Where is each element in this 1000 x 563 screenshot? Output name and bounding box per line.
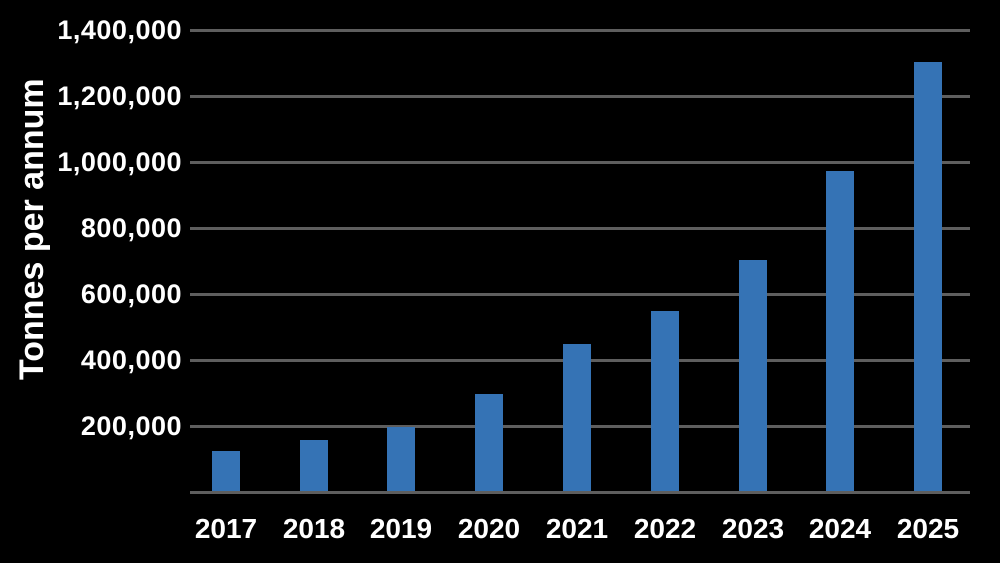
x-tick-label: 2017 — [194, 513, 258, 544]
x-tick-label: 2018 — [282, 513, 346, 544]
y-tick-label: 800,000 — [80, 213, 182, 243]
x-tick-label: 2023 — [721, 513, 785, 544]
plot-area: 2017 2018 2019 2020 2021 2022 2023 2024 2025 — [182, 0, 972, 563]
bar-2018 — [300, 440, 328, 491]
gridline — [190, 161, 970, 164]
y-axis: 1,400,000 1,200,000 1,000,000 800,000 600,00… — [0, 0, 182, 563]
x-tick-label: 2024 — [808, 513, 872, 544]
gridline — [190, 95, 970, 98]
x-tick-label: 2019 — [369, 513, 433, 544]
y-tick-label: 1,200,000 — [57, 81, 182, 111]
x-tick-label: 2020 — [457, 513, 521, 544]
bar-2019 — [387, 427, 415, 491]
gridline — [190, 29, 970, 32]
gridline — [190, 227, 970, 230]
y-tick-label: 400,000 — [80, 345, 182, 375]
y-tick-label: 1,400,000 — [57, 15, 182, 45]
bar-2017 — [212, 451, 240, 491]
gridline — [190, 293, 970, 296]
y-tick-label: 600,000 — [80, 279, 182, 309]
x-tick-label: 2022 — [633, 513, 697, 544]
bar-2025 — [914, 62, 942, 491]
y-tick-label: 200,000 — [80, 411, 182, 441]
x-tick-label: 2021 — [545, 513, 609, 544]
bar-2024 — [826, 171, 854, 491]
bar-2021 — [563, 344, 591, 491]
x-axis-baseline — [190, 491, 970, 494]
bar-2023 — [739, 260, 767, 491]
bar-2020 — [475, 394, 503, 491]
bar-2022 — [651, 311, 679, 491]
x-tick-label: 2025 — [896, 513, 960, 544]
y-tick-label: 1,000,000 — [57, 147, 182, 177]
